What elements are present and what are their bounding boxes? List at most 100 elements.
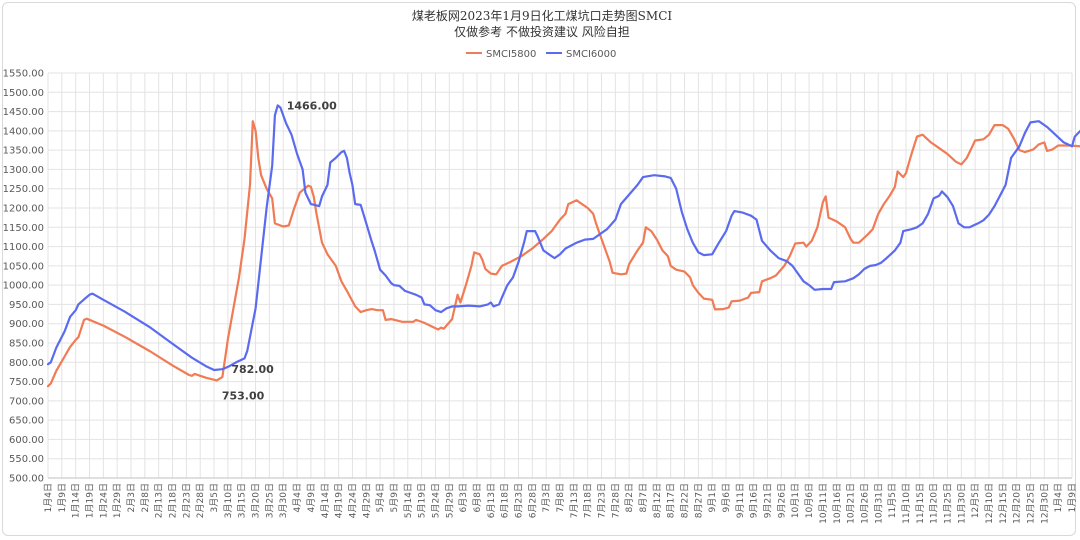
legend-label-smci6000: SMCI6000 <box>566 49 616 60</box>
y-tick-label: 1550.00 <box>3 69 44 80</box>
y-tick-label: 1250.00 <box>3 184 44 195</box>
x-tick-label: 12月25日 <box>1025 483 1036 524</box>
x-tick-label: 7月23日 <box>597 483 608 518</box>
series-lines <box>46 104 1080 388</box>
x-tick-label: 4月14日 <box>320 483 331 518</box>
x-tick-label: 11月15日 <box>915 483 926 524</box>
legend-label-smci5800: SMCI5800 <box>486 49 536 60</box>
x-tick-label: 3月5日 <box>209 483 220 512</box>
x-tick-label: 6月8日 <box>472 483 483 512</box>
x-tick-label: 12月5日 <box>970 483 981 518</box>
x-tick-label: 11月10日 <box>901 483 912 524</box>
x-tick-label: 1月24日 <box>98 483 109 518</box>
x-tick-label: 10月16日 <box>832 483 843 524</box>
x-tick-label: 3月15日 <box>237 483 248 518</box>
x-tick-label: 4月24日 <box>347 483 358 518</box>
x-tick-label: 7月3日 <box>541 483 552 512</box>
x-tick-label: 9月26日 <box>776 483 787 518</box>
y-tick-label: 750.00 <box>9 377 44 388</box>
y-tick-label: 800.00 <box>9 358 44 369</box>
x-tick-label: 8月12日 <box>652 483 663 518</box>
y-tick-label: 1350.00 <box>3 146 44 157</box>
y-tick-label: 650.00 <box>9 416 44 427</box>
y-tick-label: 1100.00 <box>3 242 44 253</box>
x-tick-label: 5月29日 <box>444 483 455 518</box>
x-tick-label: 4月29日 <box>361 483 372 518</box>
data-label-smci5800: 753.00 <box>222 389 265 402</box>
x-tick-label: 10月21日 <box>846 483 857 524</box>
x-tick-label: 1月9日 <box>57 483 68 512</box>
x-tick-label: 4月19日 <box>334 483 345 518</box>
data-label-smci6000: 1466.00 <box>287 99 337 112</box>
x-tick-label: 11月30日 <box>956 483 967 524</box>
x-tick-label: 12月30日 <box>1039 483 1050 524</box>
annotations: 1466.00 782.00 753.00 <box>222 99 337 402</box>
y-tick-label: 1050.00 <box>3 261 44 272</box>
x-tick-label: 2月28日 <box>195 483 206 518</box>
x-tick-label: 5月14日 <box>403 483 414 518</box>
x-tick-label: 2月23日 <box>181 483 192 518</box>
x-tick-label: 3月30日 <box>278 483 289 518</box>
x-tick-label: 3月10日 <box>223 483 234 518</box>
x-tick-label: 6月28日 <box>527 483 538 518</box>
x-tick-label: 7月8日 <box>555 483 566 512</box>
x-tick-label: 10月1日 <box>790 483 801 518</box>
x-tick-label: 3月25日 <box>264 483 275 518</box>
x-tick-label: 12月20日 <box>1012 483 1023 524</box>
series-line-smci6000 <box>46 104 1080 372</box>
y-tick-label: 950.00 <box>9 300 44 311</box>
y-tick-label: 700.00 <box>9 396 44 407</box>
x-tick-label: 1月9日 <box>1067 483 1078 512</box>
x-tick-label: 12月10日 <box>984 483 995 524</box>
x-tick-label: 8月2日 <box>624 483 635 512</box>
x-tick-label: 7月13日 <box>569 483 580 518</box>
y-tick-label: 550.00 <box>9 454 44 465</box>
x-tick-label: 10月6日 <box>804 483 815 518</box>
x-tick-label: 9月6日 <box>721 483 732 512</box>
y-tick-label: 900.00 <box>9 319 44 330</box>
x-tick-label: 1月29日 <box>112 483 123 518</box>
y-tick-label: 1000.00 <box>3 281 44 292</box>
x-tick-label: 10月11日 <box>818 483 829 524</box>
x-tick-label: 7月18日 <box>583 483 594 518</box>
x-tick-label: 7月28日 <box>610 483 621 518</box>
x-tick-label: 6月23日 <box>513 483 524 518</box>
x-tick-label: 10月31日 <box>873 483 884 524</box>
chart-title: 煤老板网2023年1月9日化工煤坑口走势图SMCI <box>412 8 672 23</box>
y-tick-label: 1300.00 <box>3 165 44 176</box>
x-tick-label: 12月15日 <box>998 483 1009 524</box>
x-axis: 1月4日 1月9日 1月14日 1月19日 1月24日 1月29日 2月3日 2月8日 2月13… <box>43 477 1078 524</box>
x-tick-label: 5月9日 <box>389 483 400 512</box>
x-tick-label: 9月21日 <box>763 483 774 518</box>
y-axis: 500.00 550.00 600.00 650.00 700.00 750.00 800.… <box>3 69 44 485</box>
y-tick-label: 1400.00 <box>3 126 44 137</box>
x-tick-label: 1月14日 <box>71 483 82 518</box>
legend: SMCI5800 SMCI6000 <box>466 49 616 60</box>
chart-title-block: 煤老板网2023年1月9日化工煤坑口走势图SMCI 仅做参考 不做投资建议 风险… <box>412 8 672 39</box>
x-tick-label: 11月20日 <box>929 483 940 524</box>
y-tick-label: 1450.00 <box>3 107 44 118</box>
x-tick-label: 6月18日 <box>500 483 511 518</box>
data-label-smci6000: 782.00 <box>231 363 274 376</box>
x-tick-label: 6月13日 <box>486 483 497 518</box>
x-tick-label: 6月3日 <box>458 483 469 512</box>
x-tick-label: 11月5日 <box>887 483 898 518</box>
y-tick-label: 500.00 <box>9 474 44 485</box>
x-tick-label: 5月4日 <box>375 483 386 512</box>
x-tick-label: 2月18日 <box>168 483 179 518</box>
x-tick-label: 5月19日 <box>417 483 428 518</box>
y-tick-label: 850.00 <box>9 339 44 350</box>
series-line-smci5800 <box>46 120 1080 388</box>
x-tick-label: 2月8日 <box>140 483 151 512</box>
x-tick-label: 3月20日 <box>251 483 262 518</box>
x-tick-label: 8月7日 <box>638 483 649 512</box>
x-tick-label: 10月26日 <box>859 483 870 524</box>
x-tick-label: 5月24日 <box>430 483 441 518</box>
x-tick-label: 1月19日 <box>85 483 96 518</box>
x-tick-label: 9月1日 <box>707 483 718 512</box>
x-tick-label: 1月4日 <box>43 483 54 512</box>
x-tick-label: 9月16日 <box>749 483 760 518</box>
x-tick-label: 4月9日 <box>306 483 317 512</box>
